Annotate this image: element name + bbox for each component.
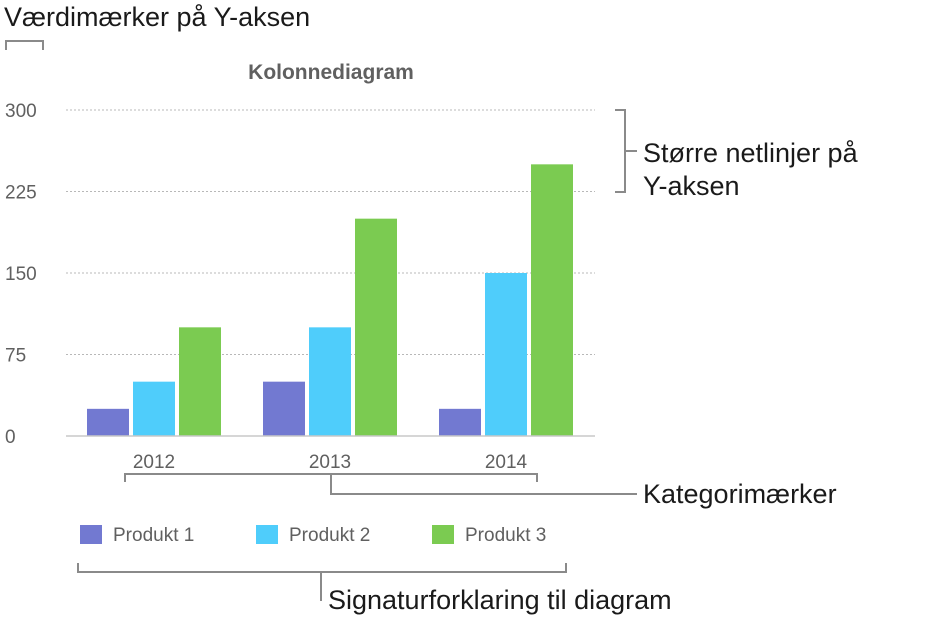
y-tick-label: 225 xyxy=(5,183,37,204)
y-axis-tick-labels: 0 75 150 225 300 xyxy=(5,101,37,448)
gridlines-bracket xyxy=(615,109,637,193)
bar-2012-produkt-1 xyxy=(87,408,129,436)
callout-gridlines-line2: Y-aksen xyxy=(643,171,740,201)
y-tick-label: 75 xyxy=(5,346,26,367)
x-axis-tick-labels: 2012 2013 2014 xyxy=(133,452,528,473)
legend-swatch xyxy=(256,525,278,544)
chart-title: Kolonnediagram xyxy=(248,61,414,84)
bar-2014-produkt-3 xyxy=(531,164,573,437)
bar-2012-produkt-2 xyxy=(133,381,175,436)
legend-swatch xyxy=(432,525,454,544)
callout-legend: Signaturforklaring til diagram xyxy=(328,585,672,615)
x-tick-label: 2014 xyxy=(485,452,528,473)
y-tick-label: 150 xyxy=(5,264,37,285)
y-tick-label: 0 xyxy=(5,427,16,448)
category-labels-bracket xyxy=(124,473,637,495)
value-labels-bracket xyxy=(5,40,44,50)
legend-bracket xyxy=(77,563,567,601)
bar-2014-produkt-1 xyxy=(439,408,481,436)
bar-2013-produkt-2 xyxy=(309,327,351,436)
bars xyxy=(87,164,573,437)
x-tick-label: 2013 xyxy=(309,452,351,473)
bar-2013-produkt-1 xyxy=(263,381,305,436)
bar-2013-produkt-3 xyxy=(355,218,397,436)
callout-value-labels: Værdimærker på Y-aksen xyxy=(4,2,310,32)
callout-category-labels: Kategorimærker xyxy=(643,479,837,509)
callout-gridlines-line1: Større netlinjer på xyxy=(643,138,859,168)
x-tick-label: 2012 xyxy=(133,452,175,473)
legend-label: Produkt 3 xyxy=(465,525,546,546)
legend: Produkt 1 Produkt 2 Produkt 3 xyxy=(80,525,546,546)
legend-swatch xyxy=(80,525,102,544)
legend-label: Produkt 1 xyxy=(113,525,194,546)
bar-2012-produkt-3 xyxy=(179,327,221,436)
bar-2014-produkt-2 xyxy=(485,273,527,436)
legend-label: Produkt 2 xyxy=(289,525,370,546)
y-tick-label: 300 xyxy=(5,101,37,122)
